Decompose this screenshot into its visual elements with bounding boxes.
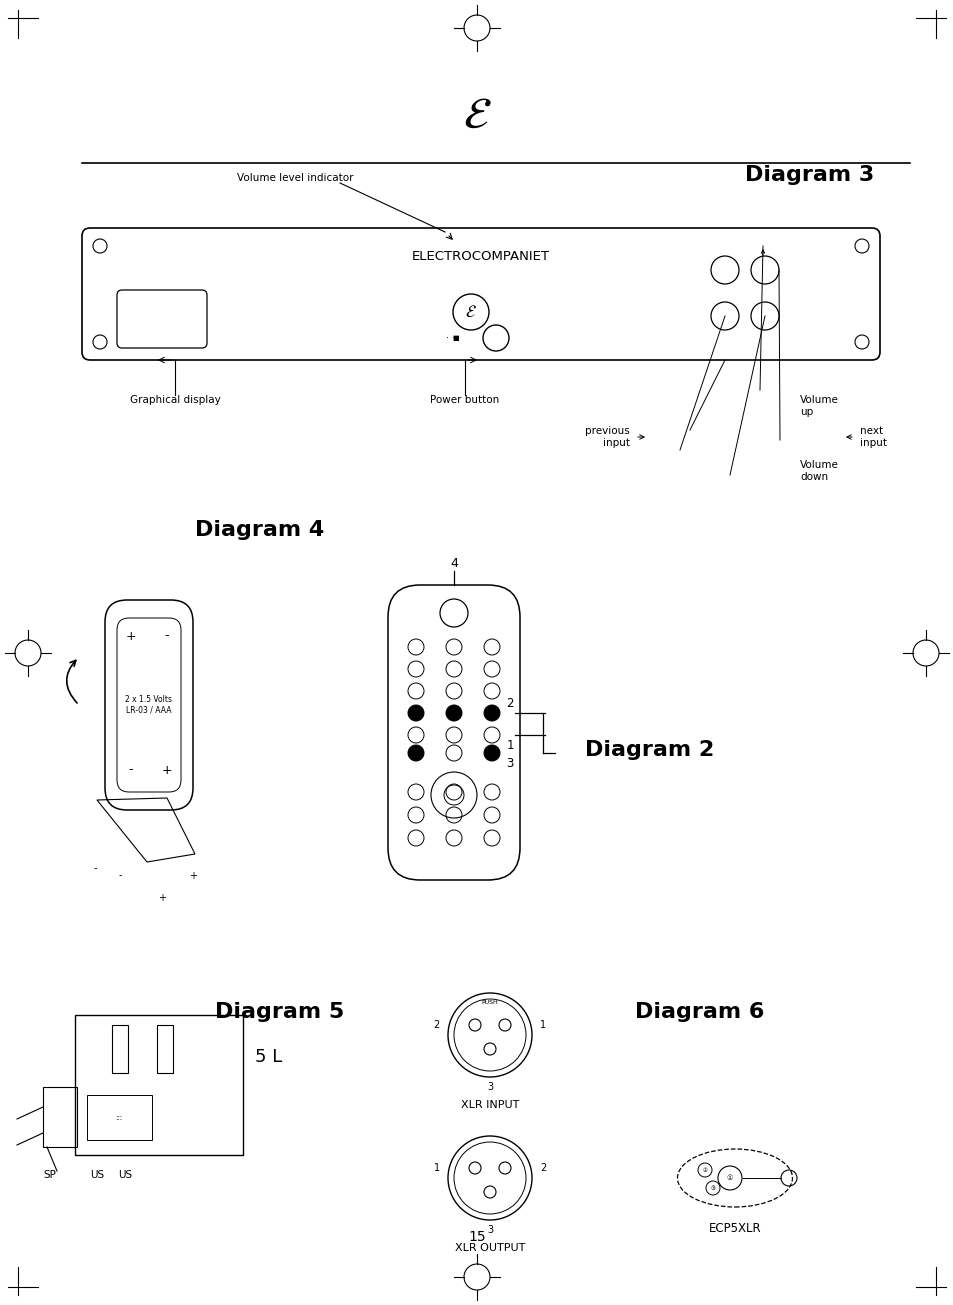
Text: Volume
up: Volume up xyxy=(800,395,838,416)
Bar xyxy=(112,1024,128,1073)
Text: PUSH: PUSH xyxy=(481,1001,497,1005)
Text: 15: 15 xyxy=(468,1231,485,1244)
Bar xyxy=(75,1015,243,1155)
Text: 4: 4 xyxy=(450,556,457,569)
Text: Diagram 3: Diagram 3 xyxy=(744,164,874,185)
Text: ■: ■ xyxy=(453,335,458,341)
Text: ②: ② xyxy=(701,1168,707,1172)
Text: -: - xyxy=(118,870,122,880)
Text: 2: 2 xyxy=(434,1021,439,1030)
Text: -: - xyxy=(129,763,133,776)
Text: SP: SP xyxy=(44,1171,56,1180)
Text: +: + xyxy=(158,893,166,903)
Text: 2: 2 xyxy=(506,697,514,710)
Text: ③: ③ xyxy=(710,1185,715,1190)
Text: +: + xyxy=(189,870,196,881)
Text: +: + xyxy=(161,763,172,776)
Text: 5 L: 5 L xyxy=(254,1048,282,1066)
Text: -: - xyxy=(165,629,169,642)
Text: ELECTROCOMPANIET: ELECTROCOMPANIET xyxy=(412,249,550,262)
Text: Volume
down: Volume down xyxy=(800,459,838,482)
Text: :::: ::: xyxy=(115,1114,122,1121)
Text: 3: 3 xyxy=(486,1225,493,1235)
Bar xyxy=(43,1087,77,1147)
Text: $\mathcal{E}$: $\mathcal{E}$ xyxy=(462,94,491,137)
Circle shape xyxy=(408,705,423,720)
Text: Diagram 6: Diagram 6 xyxy=(635,1002,764,1022)
Text: Diagram 5: Diagram 5 xyxy=(215,1002,344,1022)
Text: US: US xyxy=(90,1171,104,1180)
Text: Volume level indicator: Volume level indicator xyxy=(236,174,353,183)
Text: ECP5XLR: ECP5XLR xyxy=(708,1221,760,1235)
Text: 3: 3 xyxy=(506,757,513,770)
Text: 1: 1 xyxy=(506,739,514,752)
Text: 2: 2 xyxy=(539,1163,546,1173)
Bar xyxy=(157,1024,172,1073)
Circle shape xyxy=(446,705,461,720)
Circle shape xyxy=(483,745,499,761)
Text: Power button: Power button xyxy=(430,395,499,405)
Text: Diagram 4: Diagram 4 xyxy=(195,519,324,540)
Text: Graphical display: Graphical display xyxy=(130,395,220,405)
Text: previous
input: previous input xyxy=(584,427,629,448)
Text: ①: ① xyxy=(726,1174,732,1181)
Text: 1: 1 xyxy=(539,1021,545,1030)
Circle shape xyxy=(483,705,499,720)
Text: $\mathcal{E}$: $\mathcal{E}$ xyxy=(464,304,476,321)
Text: 1: 1 xyxy=(434,1163,439,1173)
Bar xyxy=(87,1095,152,1141)
Text: US: US xyxy=(118,1171,132,1180)
Text: next
input: next input xyxy=(859,427,886,448)
Text: -: - xyxy=(93,863,96,873)
Text: 2 x 1.5 Volts
LR-03 / AAA: 2 x 1.5 Volts LR-03 / AAA xyxy=(126,696,172,715)
Text: Diagram 2: Diagram 2 xyxy=(584,740,714,760)
Text: +: + xyxy=(126,629,136,642)
Text: XLR OUTPUT: XLR OUTPUT xyxy=(455,1242,525,1253)
Circle shape xyxy=(408,745,423,761)
Text: XLR INPUT: XLR INPUT xyxy=(460,1100,518,1111)
Text: 3: 3 xyxy=(486,1082,493,1092)
Text: · ·: · · xyxy=(446,333,456,343)
